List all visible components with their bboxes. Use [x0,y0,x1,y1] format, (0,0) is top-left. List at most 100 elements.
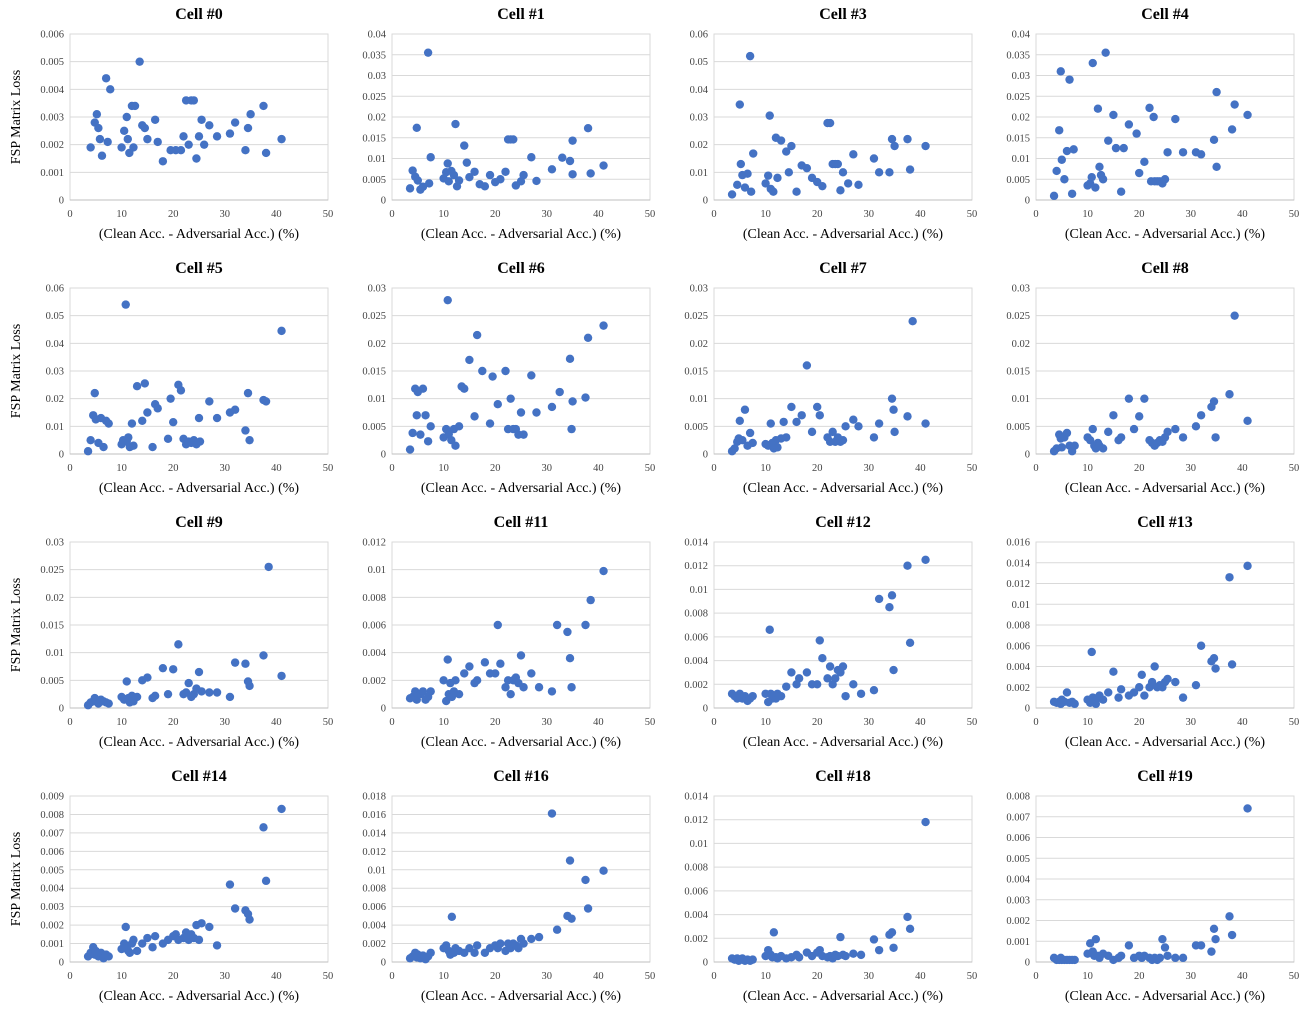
scatter-point [462,158,472,167]
scatter-point [150,691,160,701]
x-tick-label: 40 [915,463,926,474]
scatter-point [488,372,497,381]
scatter-point [1057,443,1067,452]
scatter-point [132,382,142,391]
scatter-point [1178,148,1188,157]
scatter-point [849,150,858,159]
scatter-point [735,100,744,109]
scatter-point [794,674,804,683]
scatter-point [132,946,142,956]
x-tick-label: 0 [711,717,716,728]
scatter-point [599,161,608,170]
y-tick-label: 0.02 [46,394,64,405]
scatter-point [841,422,850,431]
y-tick-label: 0.006 [684,886,708,897]
scatter-point [807,427,817,437]
scatter-point [1135,168,1144,178]
scatter-point [1171,953,1180,963]
x-tick-label: 20 [490,717,501,728]
scatter-point [189,96,199,105]
x-tick-label: 10 [1082,463,1093,474]
x-tick-label: 50 [645,463,656,474]
chart-title: Cell #18 [815,768,871,785]
y-tick-label: 0.006 [362,621,386,632]
scatter-point [1155,953,1165,963]
scatter-point [766,419,775,428]
scatter-point [782,682,791,691]
scatter-point [527,934,536,944]
scatter-point [599,866,608,875]
scatter-point [246,110,255,119]
scatter-point [599,566,608,576]
x-axis-label: (Clean Acc. - Adversarial Acc.) (%) [421,989,622,1004]
scatter-point [143,134,152,144]
scatter-point [1087,647,1096,657]
x-tick-label: 40 [593,717,604,728]
y-tick-label: 0.009 [40,792,64,803]
x-tick-label: 40 [271,209,282,220]
x-axis-label: (Clean Acc. - Adversarial Acc.) (%) [99,735,300,750]
y-tick-label: 0.003 [40,113,64,124]
x-tick-label: 10 [116,463,127,474]
scatter-point [599,321,608,330]
scatter-point [1163,148,1172,157]
scatter-point [1101,48,1110,57]
scatter-point [1055,126,1064,135]
scatter-point [150,931,160,941]
scatter-point [501,683,510,692]
scatter-point [194,413,204,423]
scatter-point [828,427,837,437]
scatter-point [1171,677,1180,687]
scatter-point [586,595,595,605]
y-tick-label: 0 [703,450,708,461]
x-tick-label: 0 [711,463,716,474]
x-axis-label: (Clean Acc. - Adversarial Acc.) (%) [99,989,300,1004]
x-tick-label: 0 [67,717,72,728]
y-tick-label: 0.025 [1006,311,1030,322]
scatter-point [230,118,240,127]
scatter-point [874,594,884,604]
scatter-point [547,687,557,696]
y-tick-label: 0.008 [1006,621,1030,632]
scatter-point [1191,680,1201,690]
y-tick-label: 0.012 [1006,579,1030,590]
scatter-point [1132,129,1141,138]
scatter-point [103,137,112,147]
x-tick-label: 10 [1082,209,1093,220]
scatter-point [1145,103,1154,113]
scatter-point [243,388,253,398]
scatter-point [451,441,460,450]
y-tick-label: 0.006 [684,632,708,643]
y-tick-label: 0.003 [40,902,64,913]
scatter-point [1057,155,1067,164]
scatter-point [94,123,103,133]
x-tick-label: 20 [490,971,501,982]
y-tick-label: 0.016 [1006,538,1030,549]
scatter-point [1093,104,1103,113]
y-tick-label: 0 [381,958,386,969]
scatter-point [241,426,250,435]
scatter-point [261,397,271,406]
scatter-point [480,182,490,191]
scatter-point [485,170,495,180]
scatter-point [1149,112,1158,122]
chart-title: Cell #0 [175,6,223,23]
y-tick-label: 0.014 [362,828,386,839]
y-tick-label: 0.04 [368,30,387,41]
scatter-point [841,691,850,701]
scatter-point [1104,427,1113,437]
scatter-point [567,914,576,923]
scatter-point [1207,947,1216,956]
scatter-point [92,110,102,119]
scatter-point [921,141,930,151]
scatter-point [1163,951,1172,960]
scatter-point [885,603,894,612]
scatter-point [1212,162,1221,171]
scatter-point [143,673,152,682]
scatter-point [532,176,541,186]
x-tick-label: 20 [168,717,179,728]
scatter-point [565,156,575,166]
y-tick-label: 0.008 [40,810,64,821]
y-tick-label: 0.005 [1006,422,1030,433]
scatter-point [1243,110,1252,120]
